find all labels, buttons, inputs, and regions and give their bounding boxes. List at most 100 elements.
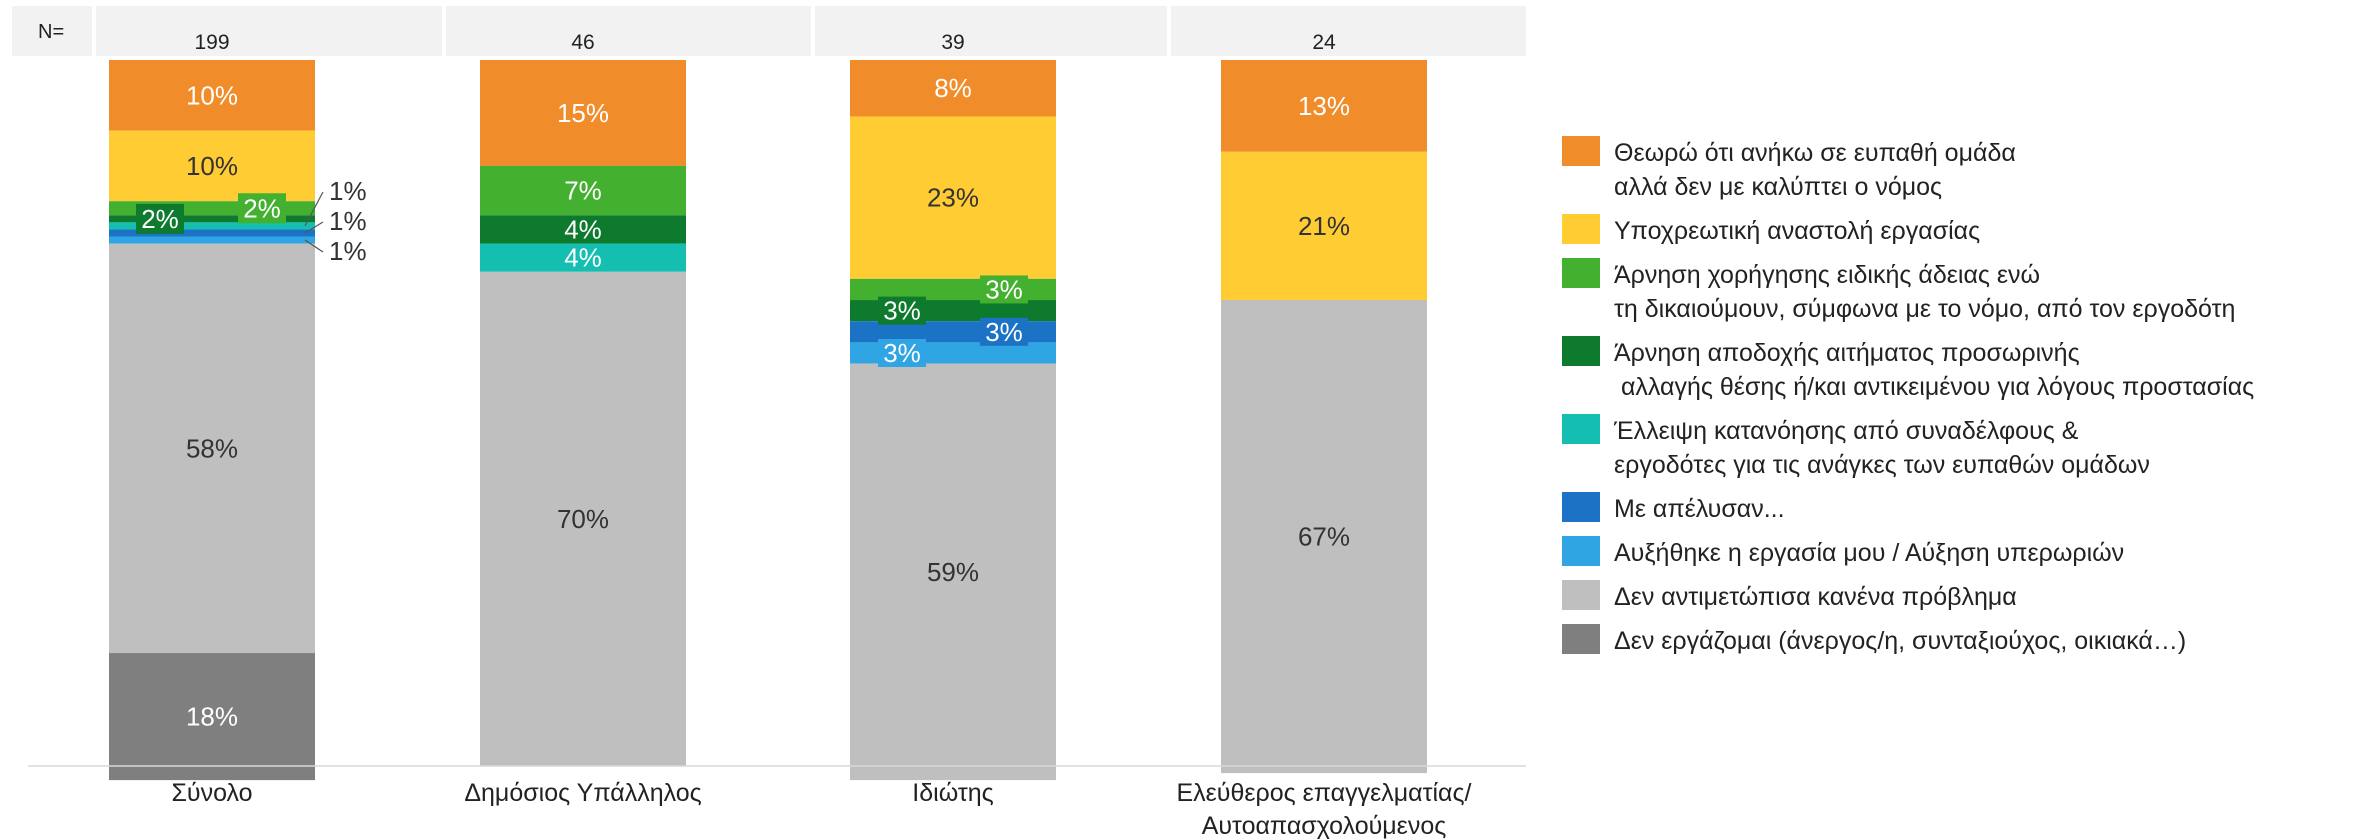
- n-label: N=: [38, 21, 64, 43]
- bar-segment: [850, 363, 1056, 781]
- data-label: 4%: [564, 243, 602, 273]
- callout-label: 1%: [329, 206, 367, 236]
- bar-segment: [109, 243, 315, 654]
- x-tick-label: Ελεύθερος επαγγελματίας/Αυτοαπασχολούμεν…: [1176, 779, 1471, 839]
- data-label: 13%: [1298, 91, 1350, 121]
- x-tick-label: Δημόσιος Υπάλληλος: [464, 779, 701, 807]
- legend-label: Άρνηση αποδοχής αιτήματος προσωρινής αλλ…: [1614, 339, 2254, 401]
- data-label: 2%: [141, 204, 179, 234]
- legend-label-line: εργοδότες για τις ανάγκες των ευπαθών ομ…: [1614, 451, 2150, 479]
- callouts: 1%1%1%: [304, 176, 367, 266]
- legend-label: Θεωρώ ότι ανήκω σε ευπαθή ομάδα αλλά δεν …: [1614, 139, 2016, 201]
- legend-label: Δεν εργάζομαι (άνεργος/η, συνταξιούχος, …: [1614, 627, 2186, 655]
- data-label-badge: [238, 193, 286, 224]
- n-value: 39: [941, 31, 964, 54]
- legend-label: Με απέλυσαν...: [1614, 495, 1785, 523]
- bar-segment: [109, 236, 315, 244]
- legend-label: Άρνηση χορήγησης ειδικής άδειας ενώ τη δι…: [1614, 261, 2235, 323]
- data-label: 2%: [243, 193, 281, 223]
- n-header-divider-1: [811, 6, 815, 56]
- legend-swatch: [1562, 624, 1600, 654]
- callout-leader: [304, 191, 324, 227]
- legend-label: Έλλειψη κατανόησης από συναδέλφους & εργο…: [1613, 417, 2150, 479]
- n-value: 199: [194, 31, 229, 54]
- data-label: 3%: [883, 296, 921, 326]
- data-label: 8%: [934, 73, 972, 103]
- n-value: 24: [1312, 31, 1336, 54]
- legend-label-line: Άρνηση αποδοχής αιτήματος προσωρινής: [1614, 339, 2080, 367]
- legend-label-line: τη δικαιούμουν, σύμφωνα με το νόμο, από …: [1614, 295, 2235, 323]
- data-label-badge: [136, 203, 184, 234]
- n-header-band: [12, 6, 1526, 56]
- legend-swatch: [1562, 580, 1600, 610]
- callout-label: 1%: [329, 236, 367, 266]
- bar-segment: [109, 215, 315, 223]
- bar-segment: [1221, 300, 1427, 774]
- data-label: 70%: [557, 504, 609, 534]
- legend-label-line: Άρνηση χορήγησης ειδικής άδειας ενώ: [1614, 261, 2040, 289]
- bar-segment: [109, 60, 315, 131]
- legend: Θεωρώ ότι ανήκω σε ευπαθή ομάδα αλλά δεν …: [1562, 136, 2254, 655]
- legend-swatch: [1562, 258, 1600, 288]
- bar-segment: [109, 653, 315, 781]
- data-label-badge: [980, 317, 1028, 346]
- bar-segment: [109, 130, 315, 202]
- data-label: 59%: [927, 557, 979, 587]
- data-label: 3%: [985, 274, 1023, 304]
- data-label-badge: [980, 275, 1028, 304]
- legend-label-line: αλλά δεν με καλύπτει ο νόμος: [1614, 173, 1942, 201]
- legend-label: Υποχρεωτική αναστολή εργασίας: [1614, 217, 1980, 245]
- bars: 10% 10% 58% 18% 2% 2% 15% 7% 4%4% 70% 8% 23% 59% 3% 3%…: [109, 60, 1427, 781]
- callout-label: 1%: [329, 176, 367, 206]
- legend-label-line: Έλλειψη κατανόησης από συναδέλφους &: [1613, 417, 2079, 445]
- legend-label-line: Υποχρεωτική αναστολή εργασίας: [1614, 217, 1980, 245]
- data-label: 10%: [186, 151, 238, 181]
- bar-segment: [480, 165, 686, 216]
- bar-segment: [1221, 60, 1427, 152]
- legend-label-line: Με απέλυσαν...: [1614, 495, 1785, 523]
- x-tick-label: Σύνολο: [171, 779, 252, 807]
- legend-swatch: [1562, 536, 1600, 566]
- data-label: 21%: [1298, 211, 1350, 241]
- n-header-divider-label: [92, 6, 96, 56]
- n-value: 46: [571, 31, 594, 54]
- data-label: 3%: [985, 317, 1023, 347]
- legend-label-line: Δεν αντιμετώπισα κανένα πρόβλημα: [1614, 583, 2017, 611]
- callout-leader: [304, 221, 324, 234]
- n-header-divider-0: [442, 6, 446, 56]
- x-axis-labels: Σύνολο Δημόσιος Υπάλληλος Ιδιώτης Ελεύθερος…: [171, 779, 1471, 839]
- bar-segment: [850, 60, 1056, 117]
- legend-swatch: [1562, 336, 1600, 366]
- bar-segment: [109, 222, 315, 230]
- bar-segment: [850, 116, 1056, 279]
- data-label: 67%: [1298, 522, 1350, 552]
- data-label: 18%: [186, 702, 238, 732]
- legend-swatch: [1562, 492, 1600, 522]
- bar-segment: [480, 215, 686, 244]
- legend-label-line: Αυξήθηκε η εργασία μου / Αύξηση υπερωριώ…: [1614, 539, 2124, 567]
- callout-leader: [304, 239, 324, 253]
- data-label-badge: [878, 296, 926, 325]
- data-label: 7%: [564, 176, 602, 206]
- data-label: 58%: [186, 433, 238, 463]
- bar-segment: [480, 60, 686, 166]
- bar-segment: [480, 271, 686, 766]
- data-label-badge: [878, 338, 926, 367]
- data-label: 10%: [186, 80, 238, 110]
- legend-label-line: Θεωρώ ότι ανήκω σε ευπαθή ομάδα: [1614, 139, 2016, 167]
- legend-label-line: Δεν εργάζομαι (άνεργος/η, συνταξιούχος, …: [1614, 627, 2186, 655]
- legend-swatch: [1562, 414, 1600, 444]
- x-tick-label: Ιδιώτης: [912, 779, 993, 807]
- n-values: 199 46 39 24: [194, 31, 1336, 54]
- legend-label: Δεν αντιμετώπισα κανένα πρόβλημα: [1614, 583, 2017, 611]
- n-header-dividers: [92, 6, 1171, 56]
- legend-label: Αυξήθηκε η εργασία μου / Αύξηση υπερωριώ…: [1614, 539, 2124, 567]
- data-label: 3%: [883, 338, 921, 368]
- bar-segment: [109, 229, 315, 237]
- data-label: 4%: [564, 214, 602, 244]
- n-header-divider-2: [1167, 6, 1171, 56]
- bar-segment: [1221, 151, 1427, 301]
- legend-label-line: αλλαγής θέσης ή/και αντικειμένου για λόγ…: [1614, 373, 2254, 401]
- legend-swatch: [1562, 136, 1600, 166]
